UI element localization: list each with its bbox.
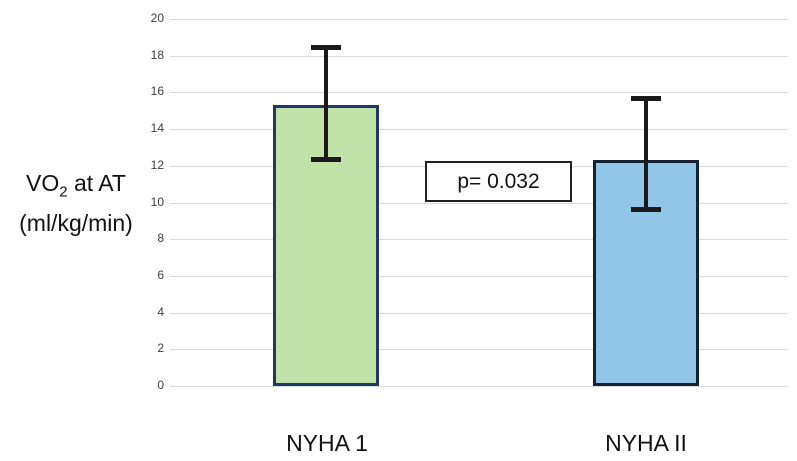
plot-area: 0 2 4 6 8 10 12 14 16 18 20 [151,11,788,392]
error-bar-cap-top [311,44,341,50]
gridline [170,92,788,94]
y-axis-title-line2: (ml/kg/min) [19,209,133,236]
y-axis-title-prefix: VO [26,170,60,196]
y-tick-label: 2 [157,341,164,356]
x-category-label-nyha-2: NYHA II [605,430,687,456]
gridline [170,349,788,351]
error-bar-line [324,44,328,163]
bar-nyha-1 [273,105,379,386]
y-axis-title-subscript: 2 [59,183,68,201]
y-tick-label: 18 [150,47,164,62]
p-value-text: p= 0.032 [457,169,540,193]
error-bar-cap-bottom [311,157,341,163]
y-tick-label: 16 [150,84,164,99]
gridline [170,275,788,277]
y-tick-label: 20 [150,11,164,25]
y-tick-label: 6 [157,267,164,282]
x-category-label-nyha-1: NYHA 1 [286,430,368,456]
y-tick-label: 4 [157,304,164,319]
y-tick-label: 12 [150,157,164,172]
error-bar-cap-bottom [631,206,661,212]
gridline [170,55,788,57]
y-tick-label: 8 [157,231,164,246]
y-axis-title-line1: VO2 at AT [0,168,152,208]
gridline [170,239,788,241]
y-tick-label: 0 [157,378,164,392]
y-axis-title-suffix: at AT [67,170,126,196]
y-tick-label: 14 [150,121,164,136]
y-axis-title: VO2 at AT (ml/kg/min) [0,168,152,238]
error-bar-line [644,96,648,212]
gridline [170,19,788,20]
gridline [170,312,788,314]
gridline [170,129,788,131]
p-value-box: p= 0.032 [425,161,572,202]
gridline [170,202,788,204]
error-bar-cap-top [631,96,661,102]
gridline [170,386,788,387]
y-tick-label: 10 [150,194,164,209]
